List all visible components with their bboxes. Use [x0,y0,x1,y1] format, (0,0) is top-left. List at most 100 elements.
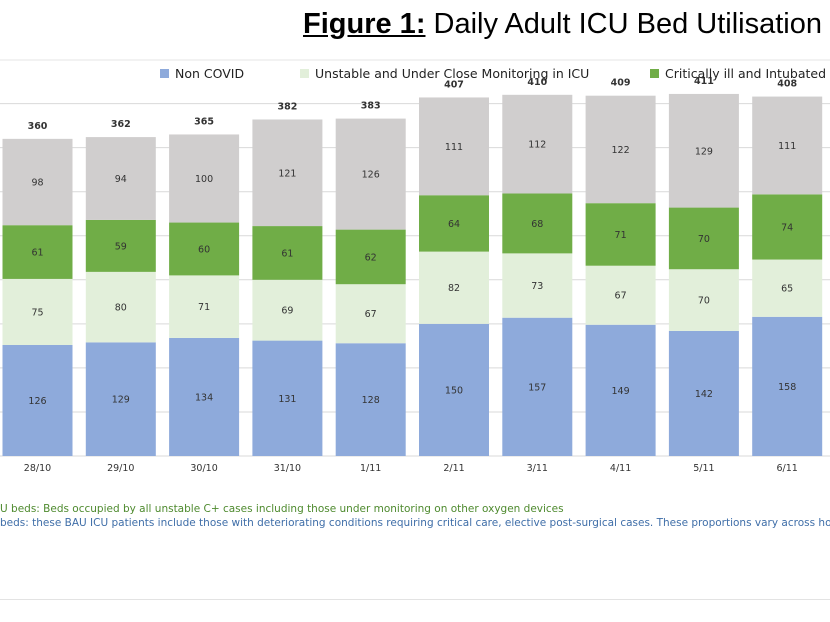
bar-segment [502,317,573,456]
bar-value-label: 111 [778,141,796,152]
bar-segment [419,97,489,196]
bar-segment [585,203,656,266]
bar-segment [169,134,240,223]
bar-value-label: 128 [362,395,380,406]
total-label: 360 [28,121,48,132]
bar-segment [668,269,739,331]
bar-segment [585,324,656,456]
data-labels: 126 75 61 98 360 129 80 59 94 362 134 71 60 100 365 131… [28,76,798,407]
bar-segment [335,343,406,456]
x-tick-label: 6/11 [777,463,798,474]
bar-value-label: 70 [698,296,710,307]
bar-value-label: 134 [195,392,213,403]
bar-segment [668,330,739,456]
legend: Non COVID Unstable and Under Close Monit… [0,66,830,84]
bar-value-label: 80 [115,303,127,314]
bar-segment [169,337,240,456]
bar-segment [419,323,489,456]
bar-segment [252,119,323,227]
bar-segment [2,225,73,279]
bar-segment [585,95,656,204]
bar-segment [668,93,739,208]
bar-value-label: 74 [781,222,793,233]
bar-segment [502,94,573,194]
legend-item-unstable: Unstable and Under Close Monitoring in I… [300,66,589,81]
total-label: 410 [527,77,547,88]
bar-segment [335,118,406,230]
bar-value-label: 61 [281,248,293,259]
bar-value-label: 68 [531,219,543,230]
x-tick-label: 2/11 [443,463,464,474]
x-tick-label: 30/10 [190,463,217,474]
legend-label-critical: Critically ill and Intubated [665,66,826,81]
x-tick-label: 1/11 [360,463,381,474]
bar-segment [85,271,156,343]
bar-value-label: 65 [781,284,793,295]
bar-value-label: 126 [362,170,380,181]
x-axis-ticks: 28/10 29/10 30/10 31/10 1/11 2/11 3/11 4/11 5/11… [24,463,798,474]
legend-label-non-covid: Non COVID [175,66,245,81]
bar-segment [252,340,323,456]
bar-value-label: 59 [115,241,127,252]
total-label: 362 [111,119,131,130]
bar-segment [2,345,73,456]
bar-segment [502,193,573,254]
bar-value-label: 126 [28,396,46,407]
bar-segment [252,279,323,341]
legend-swatch-unstable [300,69,309,78]
bar-segment [2,138,73,226]
bar-segment [85,219,156,272]
bar-segment [752,316,823,456]
bar-segment [85,137,156,220]
bar-value-label: 71 [198,302,210,313]
bottom-divider [0,599,830,600]
bar-value-label: 71 [615,230,627,241]
bar-segment [2,278,73,345]
bar-value-label: 142 [695,389,713,400]
bar-value-label: 112 [528,140,546,151]
bar-segment [752,259,823,317]
total-label: 383 [361,101,381,112]
legend-item-non-covid: Non COVID [160,66,244,81]
total-label: 365 [194,116,214,127]
bar-value-label: 129 [695,146,713,157]
total-label: 407 [444,79,464,90]
bar-value-label: 121 [278,168,296,179]
bar-value-label: 61 [31,248,43,259]
bar-value-label: 67 [615,291,627,302]
bar-segment [335,284,406,344]
footnote-non-covid-beds: beds: these BAU ICU patients include tho… [0,517,830,529]
figure-title: Daily Adult ICU Bed Utilisation [433,8,822,40]
footnote-unstable-beds: U beds: Beds occupied by all unstable C+… [0,503,564,515]
bar-value-label: 158 [778,382,796,393]
x-tick-label: 5/11 [693,463,714,474]
bar-segment [502,253,573,318]
chart-title: Figure 1: Daily Adult ICU Bed Utilisatio… [303,8,822,41]
bar-value-label: 129 [112,395,130,406]
x-tick-label: 4/11 [610,463,631,474]
total-label: 382 [277,101,297,112]
x-tick-label: 29/10 [107,463,134,474]
bar-value-label: 70 [698,234,710,245]
bar-value-label: 75 [31,307,43,318]
bar-segment [252,226,323,280]
bar-segment [752,194,823,260]
bar-value-label: 131 [278,394,296,405]
bar-value-label: 111 [445,142,463,153]
bar-value-label: 73 [531,281,543,292]
bar-value-label: 69 [281,306,293,317]
bar-segment [85,342,156,456]
bar-segment [169,275,240,338]
bar-value-label: 157 [528,382,546,393]
total-label: 411 [694,76,714,87]
figure-number: Figure 1: [303,8,426,40]
bar-value-label: 60 [198,244,210,255]
bar-value-label: 67 [365,309,377,320]
bar-value-label: 98 [31,178,43,189]
bar-value-label: 64 [448,219,460,230]
total-label: 409 [611,78,631,89]
bar-value-label: 82 [448,283,460,294]
x-tick-label: 3/11 [527,463,548,474]
bar-value-label: 149 [612,386,630,397]
